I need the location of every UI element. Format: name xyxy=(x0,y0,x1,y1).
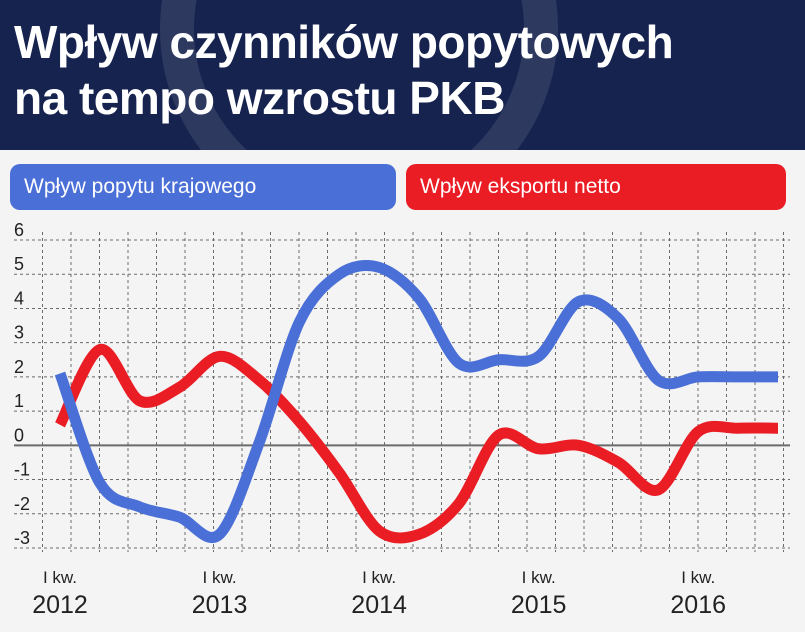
title-line-2: na tempo wzrostu PKB xyxy=(14,72,505,124)
series-lines xyxy=(54,260,779,544)
x-tick-label-year: 2016 xyxy=(670,591,726,619)
legend-domestic-demand: Wpływ popytu krajowego xyxy=(10,164,396,210)
y-tick-label: -2 xyxy=(14,494,30,514)
series-line-0 xyxy=(54,260,778,543)
y-tick-label: 3 xyxy=(14,323,24,343)
x-tick-label-quarter: I kw. xyxy=(681,568,715,587)
y-tick-label: 4 xyxy=(14,288,24,308)
x-tick-label-quarter: I kw. xyxy=(522,568,556,587)
title-banner: Wpływ czynników popytowych na tempo wzro… xyxy=(0,0,805,150)
y-tick-label: -1 xyxy=(14,460,30,480)
x-tick-label-year: 2015 xyxy=(511,591,567,619)
y-tick-label: 1 xyxy=(14,391,24,411)
y-tick-label: 2 xyxy=(14,357,24,377)
x-tick-label-quarter: I kw. xyxy=(362,568,396,587)
x-tick-label-year: 2014 xyxy=(351,591,407,619)
x-axis-ticks: I kw. 2012 I kw. 2013 I kw. 2014 I kw. 2015 I kw… xyxy=(32,568,726,619)
grid xyxy=(14,232,790,552)
x-tick-label-year: 2012 xyxy=(32,591,88,619)
y-tick-label: -3 xyxy=(14,528,30,548)
title-line-1: Wpływ czynników popytowych xyxy=(14,16,674,68)
x-tick-label-year: 2013 xyxy=(192,591,248,619)
chart-title: Wpływ czynników popytowych na tempo wzro… xyxy=(14,14,674,126)
legend-net-export: Wpływ eksportu netto xyxy=(406,164,786,210)
x-tick-label-quarter: I kw. xyxy=(43,568,77,587)
y-tick-label: 0 xyxy=(14,425,24,445)
y-axis-ticks: 6 5 4 3 2 1 0 -1 -2 -3 xyxy=(14,220,30,548)
x-tick-label-quarter: I kw. xyxy=(203,568,237,587)
y-tick-label: 6 xyxy=(14,220,24,240)
logo-watermark xyxy=(160,0,558,150)
y-tick-label: 5 xyxy=(14,254,24,274)
series-line-1 xyxy=(55,344,779,544)
